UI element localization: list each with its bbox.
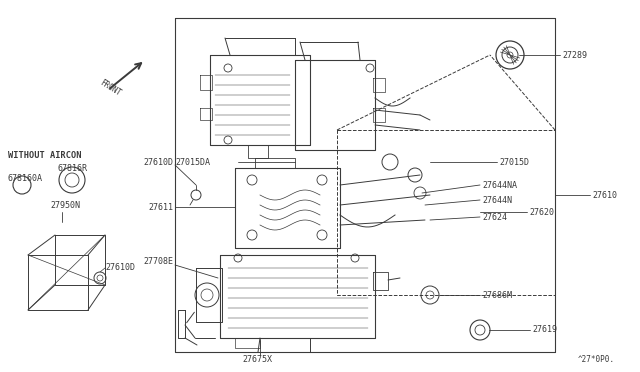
Text: 27686M: 27686M <box>482 291 512 299</box>
Text: 27675X: 27675X <box>242 356 272 365</box>
Text: 27610: 27610 <box>592 190 617 199</box>
Text: FRONT: FRONT <box>98 78 122 98</box>
Text: 27610D: 27610D <box>105 263 135 273</box>
Text: 27610D: 27610D <box>143 157 173 167</box>
Text: 27644NA: 27644NA <box>482 180 517 189</box>
Text: 27950N: 27950N <box>50 201 80 209</box>
Text: 27015DA: 27015DA <box>175 157 210 167</box>
Text: 27611: 27611 <box>148 202 173 212</box>
Text: 27015D: 27015D <box>499 157 529 167</box>
Text: 678160A: 678160A <box>8 173 43 183</box>
Text: 27624: 27624 <box>482 212 507 221</box>
Text: ^27*0P0.: ^27*0P0. <box>578 356 615 365</box>
Text: 27620: 27620 <box>529 208 554 217</box>
Text: 27708E: 27708E <box>143 257 173 266</box>
Text: 27619: 27619 <box>532 326 557 334</box>
Text: WITHOUT AIRCON: WITHOUT AIRCON <box>8 151 81 160</box>
Text: 27644N: 27644N <box>482 196 512 205</box>
Text: 67816R: 67816R <box>58 164 88 173</box>
Text: 27289: 27289 <box>562 51 587 60</box>
